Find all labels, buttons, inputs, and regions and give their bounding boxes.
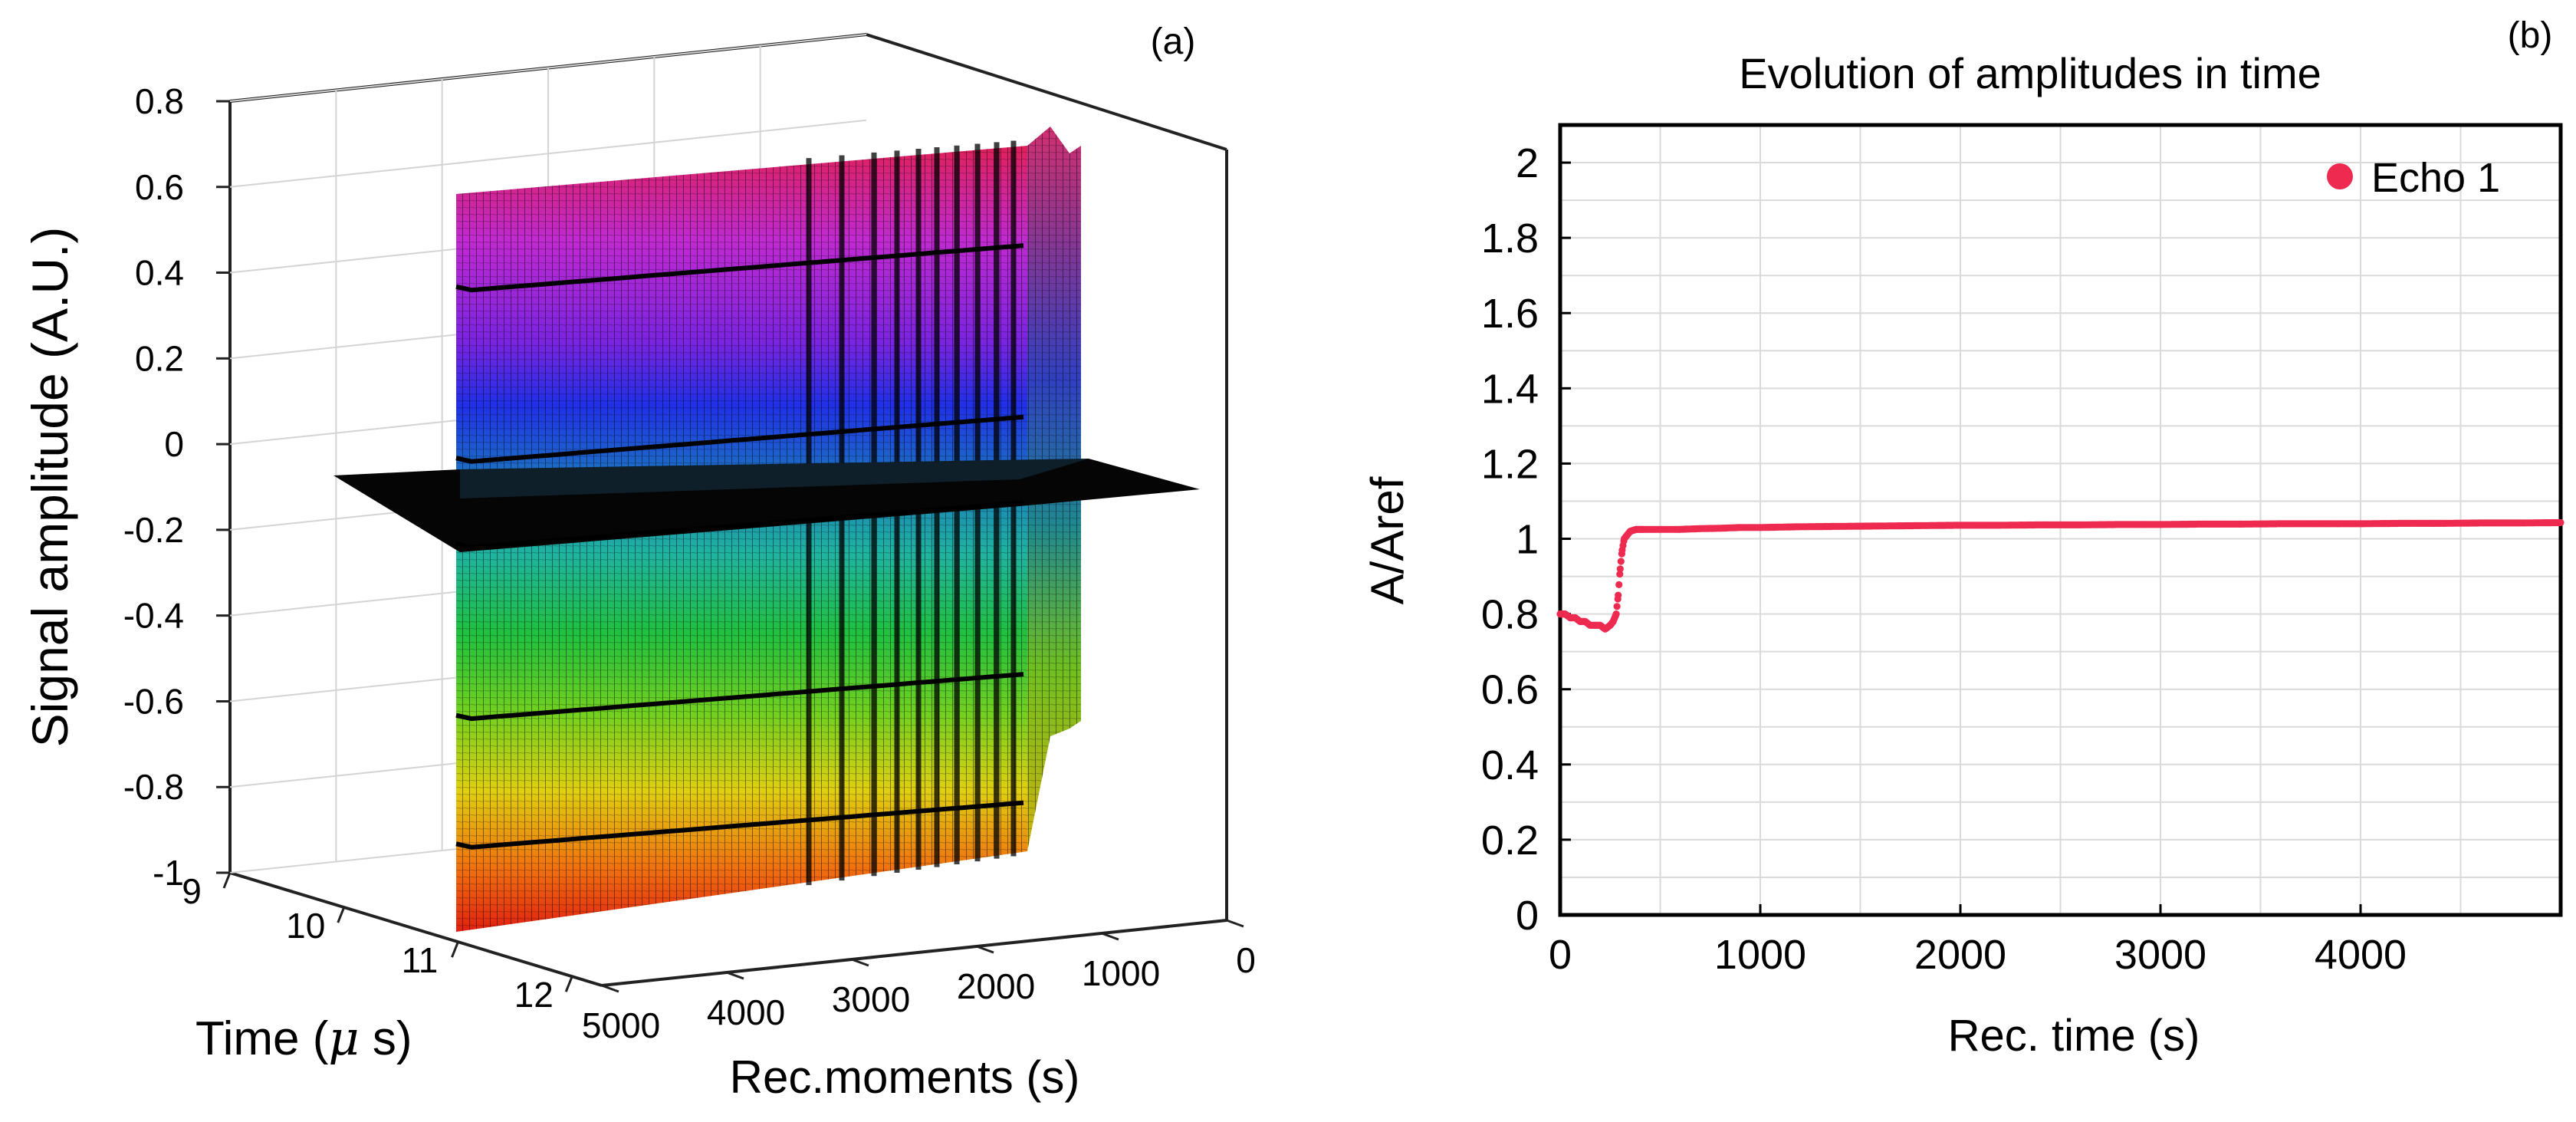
data-point — [1612, 610, 1620, 618]
data-point — [1616, 565, 1624, 573]
legend: Echo 1 — [2327, 155, 2500, 201]
surface-ridge — [455, 243, 1024, 293]
x-tick-label: 1000 — [1714, 932, 1806, 978]
x-tick-mark — [851, 958, 869, 967]
data-point — [1615, 581, 1623, 589]
z-tick-label: 0.4 — [135, 253, 184, 293]
y-tick-label: 1.4 — [1481, 366, 1539, 412]
y-tick-label: 0.2 — [1481, 818, 1539, 864]
data-point — [2557, 518, 2564, 527]
panel-b-scatter-plot: (b) Evolution of amplitudes in time 0 0.2… — [1362, 15, 2564, 1061]
z-tick-label: -0.4 — [123, 596, 184, 636]
y-axis-label-mu: μ — [328, 1010, 359, 1066]
x-tick-label: 5000 — [582, 1005, 660, 1045]
y-axis-label: A/Aref — [1362, 476, 1413, 604]
z-tick-label: 0 — [164, 424, 184, 464]
y-tick-label: 0.8 — [1481, 592, 1539, 638]
panel-b-label: (b) — [2508, 15, 2553, 56]
x-tick-mark — [1101, 932, 1119, 941]
x-tick-label: 4000 — [2315, 932, 2407, 978]
x-tick-label: 0 — [1236, 940, 1256, 980]
y-tick-label: 0 — [1516, 893, 1539, 939]
z-tick-label: -0.6 — [123, 681, 184, 721]
y-tick-label: 9 — [182, 871, 202, 911]
y-axis-label-suffix: s) — [360, 1012, 412, 1065]
x-tick-mark — [976, 945, 994, 954]
legend-label-echo-1: Echo 1 — [2371, 155, 2500, 201]
y-axis-ticks: 0 0.2 0.4 0.6 0.8 1 1.2 1.4 1.6 1.8 2 — [1481, 140, 1571, 939]
x-tick-label: 1000 — [1082, 953, 1160, 993]
data-point — [1615, 591, 1622, 599]
plot-title: Evolution of amplitudes in time — [1739, 49, 2321, 97]
x-tick-label: 0 — [1549, 932, 1572, 978]
y-tick-label: 1.8 — [1481, 216, 1539, 262]
y-tick-mark — [222, 872, 232, 889]
y-tick-label: 10 — [286, 906, 325, 946]
surface-ridge-lines — [455, 243, 1024, 850]
x-tick-label: 3000 — [832, 979, 910, 1019]
x-tick-label: 3000 — [2114, 932, 2206, 978]
z-tick-label: 0.2 — [135, 338, 184, 378]
z-tick-label: -0.8 — [123, 767, 184, 807]
panel-a-surface-plot: (a) 0.8 0.6 0.4 0.2 0 -0.2 -0.4 -0.6 -0.8 -1 5000… — [21, 21, 1256, 1103]
y-tick-label: 0.4 — [1481, 742, 1539, 788]
x-axis-label: Rec.moments (s) — [730, 1051, 1080, 1103]
data-point — [1617, 558, 1625, 565]
grid — [1560, 125, 2561, 915]
z-axis-ticks: 0.8 0.6 0.4 0.2 0 -0.2 -0.4 -0.6 -0.8 -1 — [123, 81, 230, 893]
data-point — [1613, 603, 1621, 610]
baseline-sheet-highlight — [460, 459, 1089, 498]
x-tick-label: 2000 — [957, 966, 1035, 1006]
y-tick-label: 0.6 — [1481, 667, 1539, 713]
x-tick-label: 2000 — [1914, 932, 2006, 978]
legend-marker-echo-1 — [2327, 163, 2353, 189]
x-tick-mark — [726, 971, 744, 980]
y-tick-label: 12 — [514, 975, 554, 1015]
y-tick-label: 11 — [402, 940, 439, 980]
surface-ridge — [455, 414, 1024, 464]
y-axis-label-prefix: Time ( — [196, 1012, 329, 1065]
surface-ridge — [455, 800, 1024, 850]
surface-mesh — [334, 127, 1200, 932]
y-tick-label: 1.2 — [1481, 441, 1539, 487]
surface-ridge — [455, 672, 1024, 722]
y-tick-mark — [451, 941, 459, 958]
z-tick-label: 0.8 — [135, 81, 184, 121]
y-tick-label: 2 — [1516, 140, 1539, 186]
y-tick-label: 1 — [1516, 517, 1539, 563]
bottom-edge-front — [601, 919, 1227, 987]
y-tick-label: 1.6 — [1481, 291, 1539, 337]
x-axis-ticks: 0 1000 2000 3000 4000 — [1549, 904, 2407, 978]
x-tick-label: 4000 — [707, 992, 785, 1032]
data-point — [1616, 571, 1624, 578]
z-tick-label: 0.6 — [135, 167, 184, 207]
x-axis-ticks: 5000 4000 3000 2000 1000 0 — [582, 919, 1256, 1045]
top-edge-right — [866, 33, 1227, 151]
y-axis-label: Time (μ s) — [196, 1010, 412, 1066]
panel-a-label: (a) — [1151, 21, 1196, 62]
z-tick-label: -1 — [153, 853, 184, 893]
x-tick-mark — [601, 984, 619, 993]
x-tick-mark — [1226, 919, 1244, 928]
y-tick-mark — [564, 976, 573, 992]
y-axis-ticks: 9 10 11 12 — [182, 871, 573, 1015]
x-axis-label: Rec. time (s) — [1948, 1011, 2200, 1061]
surface-ridge — [455, 500, 1024, 550]
echo-1-series — [1556, 518, 2564, 633]
surface-front-face-mesh — [456, 146, 1027, 932]
y-tick-mark — [337, 906, 346, 923]
z-tick-label: -0.2 — [123, 510, 184, 550]
z-axis-label: Signal amplitude (A.U.) — [21, 227, 78, 748]
